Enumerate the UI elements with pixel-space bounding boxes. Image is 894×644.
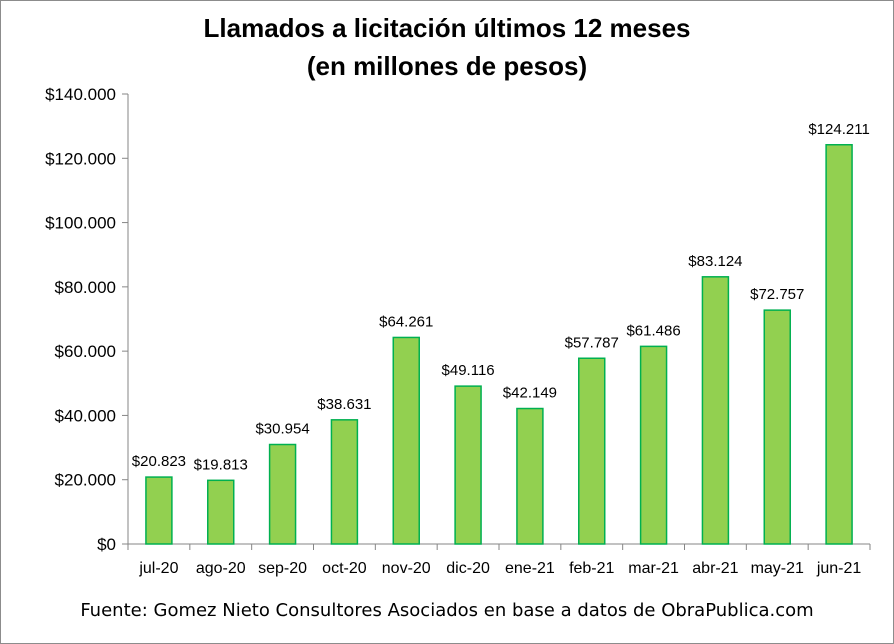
x-tick-label: dic-20 xyxy=(446,560,490,577)
bar xyxy=(454,385,482,545)
bar xyxy=(145,476,173,545)
bars xyxy=(145,144,853,545)
bar xyxy=(330,419,359,545)
x-tick-label: oct-20 xyxy=(322,560,367,577)
y-tick-label: $100.000 xyxy=(45,214,116,233)
bar xyxy=(392,336,420,545)
data-label: $61.486 xyxy=(626,322,680,339)
x-tick-label: jun-21 xyxy=(816,560,862,577)
y-tick-label: $140.000 xyxy=(45,85,116,104)
x-tick-label: abr-21 xyxy=(692,560,738,577)
y-tick-label: $20.000 xyxy=(55,471,116,490)
bar xyxy=(207,479,235,545)
data-label: $19.813 xyxy=(194,456,248,473)
y-tick-label: $60.000 xyxy=(55,342,116,361)
data-label: $49.116 xyxy=(442,362,495,379)
data-label: $38.631 xyxy=(317,396,371,413)
data-label: $20.823 xyxy=(132,453,186,470)
data-label: $72.757 xyxy=(750,286,804,303)
bar xyxy=(639,345,668,545)
x-tick-label: sep-20 xyxy=(258,560,307,577)
chart-title: Llamados a licitación últimos 12 meses xyxy=(203,13,691,43)
data-label: $57.787 xyxy=(565,334,619,351)
y-tick-label: $40.000 xyxy=(55,406,116,425)
data-label: $64.261 xyxy=(379,313,433,330)
source-note: Fuente: Gomez Nieto Consultores Asociado… xyxy=(80,600,814,621)
x-tick-label: ene-21 xyxy=(505,560,555,577)
data-label: $83.124 xyxy=(688,253,742,270)
axes: $0 $20.000 $40.000 $60.000 $80.000 $100.000 $1… xyxy=(45,85,871,554)
bar xyxy=(825,144,853,545)
labels: $20.823 jul-20 $19.813 ago-20 $30.954 sep-20 $… xyxy=(132,121,870,577)
chart-subtitle: (en millones de pesos) xyxy=(306,51,588,81)
y-tick-label: $0 xyxy=(97,535,116,554)
data-label: $42.149 xyxy=(503,385,557,402)
bar-chart: $0 $20.000 $40.000 $60.000 $80.000 $100.000 $1… xyxy=(45,85,871,577)
y-tick-label: $80.000 xyxy=(55,278,116,297)
x-tick-label: mar-21 xyxy=(628,560,679,577)
data-label: $124.211 xyxy=(808,121,869,138)
x-tick-label: nov-20 xyxy=(382,560,431,577)
x-tick-label: feb-21 xyxy=(569,560,614,577)
bar xyxy=(268,443,297,545)
x-tick-label: jul-20 xyxy=(138,560,178,577)
x-tick-label: ago-20 xyxy=(196,560,246,577)
x-tick-label: may-21 xyxy=(751,560,804,577)
bar xyxy=(763,309,791,545)
data-label: $30.954 xyxy=(255,421,309,438)
bar xyxy=(701,276,730,545)
bar xyxy=(516,407,544,545)
y-tick-label: $120.000 xyxy=(45,149,116,168)
bar xyxy=(578,357,606,545)
